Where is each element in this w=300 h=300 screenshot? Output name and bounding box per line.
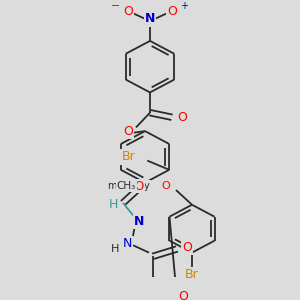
- Text: H: H: [108, 198, 118, 211]
- Text: N: N: [145, 12, 155, 25]
- Text: O: O: [161, 181, 170, 191]
- Text: methoxy: methoxy: [107, 181, 150, 191]
- Text: O: O: [182, 241, 192, 254]
- Text: Br: Br: [185, 268, 199, 281]
- Text: CH₃: CH₃: [117, 181, 136, 191]
- Text: O: O: [167, 5, 177, 18]
- Text: N: N: [134, 215, 144, 228]
- Text: O: O: [123, 124, 133, 138]
- Text: +: +: [180, 1, 188, 11]
- Text: O: O: [135, 180, 144, 193]
- Text: O: O: [177, 111, 187, 124]
- Text: O: O: [123, 5, 133, 18]
- Text: N: N: [122, 237, 132, 250]
- Text: H: H: [111, 244, 119, 254]
- Text: O: O: [178, 290, 188, 300]
- Text: −: −: [111, 1, 121, 11]
- Text: Br: Br: [122, 150, 135, 164]
